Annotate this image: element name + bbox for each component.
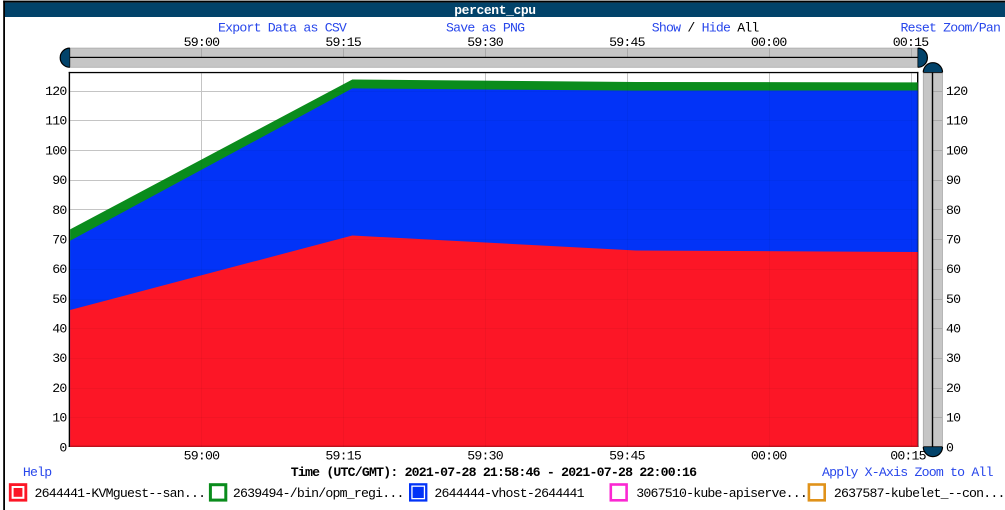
svg-text:60: 60 — [52, 262, 67, 277]
svg-text:Apply X-Axis Zoom to All: Apply X-Axis Zoom to All — [822, 465, 994, 480]
svg-text:50: 50 — [52, 292, 67, 307]
svg-text:10: 10 — [946, 411, 961, 426]
svg-text:59:00: 59:00 — [184, 35, 220, 50]
svg-text:20: 20 — [52, 381, 67, 396]
svg-text:59:15: 59:15 — [325, 449, 361, 464]
svg-text:80: 80 — [52, 203, 67, 218]
svg-text:59:00: 59:00 — [184, 449, 220, 464]
svg-text:100: 100 — [45, 143, 67, 158]
svg-text:40: 40 — [946, 322, 961, 337]
svg-text:90: 90 — [52, 173, 67, 188]
svg-text:Export Data as CSV: Export Data as CSV — [218, 21, 347, 36]
svg-text:Save as PNG: Save as PNG — [446, 21, 525, 36]
svg-text:00:15: 00:15 — [893, 35, 929, 50]
svg-text:00:00: 00:00 — [751, 35, 787, 50]
svg-text:120: 120 — [946, 84, 968, 99]
svg-text:00:15: 00:15 — [890, 449, 926, 464]
svg-text:percent_cpu: percent_cpu — [454, 3, 535, 18]
svg-text:2644444-vhost-2644441: 2644444-vhost-2644441 — [434, 486, 584, 501]
svg-text:90: 90 — [946, 173, 961, 188]
svg-text:10: 10 — [52, 411, 67, 426]
svg-text:Show / Hide All: Show / Hide All — [652, 21, 760, 36]
svg-text:59:15: 59:15 — [325, 35, 361, 50]
svg-text:0: 0 — [946, 440, 954, 455]
svg-text:Help: Help — [23, 465, 52, 480]
svg-text:2644441-KVMguest--san...: 2644441-KVMguest--san... — [35, 486, 206, 501]
svg-text:3067510-kube-apiserve...: 3067510-kube-apiserve... — [636, 486, 807, 501]
svg-text:50: 50 — [946, 292, 961, 307]
svg-text:59:45: 59:45 — [609, 449, 645, 464]
svg-text:120: 120 — [45, 84, 67, 99]
svg-text:60: 60 — [946, 262, 961, 277]
svg-text:0: 0 — [59, 440, 67, 455]
svg-text:110: 110 — [946, 114, 968, 129]
svg-text:70: 70 — [52, 233, 67, 248]
svg-text:30: 30 — [52, 351, 67, 366]
svg-text:20: 20 — [946, 381, 961, 396]
svg-text:110: 110 — [45, 114, 67, 129]
svg-text:30: 30 — [946, 351, 961, 366]
svg-text:59:45: 59:45 — [609, 35, 645, 50]
svg-text:59:30: 59:30 — [467, 449, 503, 464]
svg-text:2637587-kubelet_--con...: 2637587-kubelet_--con... — [834, 486, 1005, 501]
svg-text:70: 70 — [946, 233, 961, 248]
svg-text:Reset Zoom/Pan: Reset Zoom/Pan — [901, 21, 1001, 36]
svg-text:00:00: 00:00 — [751, 449, 787, 464]
svg-text:100: 100 — [946, 143, 968, 158]
svg-text:80: 80 — [946, 203, 961, 218]
svg-text:Time (UTC/GMT): 2021-07-28 21:: Time (UTC/GMT): 2021-07-28 21:58:46 - 20… — [291, 465, 697, 480]
svg-text:59:30: 59:30 — [467, 35, 503, 50]
svg-text:40: 40 — [52, 322, 67, 337]
svg-text:2639494-/bin/opm_regi...: 2639494-/bin/opm_regi... — [233, 486, 404, 501]
